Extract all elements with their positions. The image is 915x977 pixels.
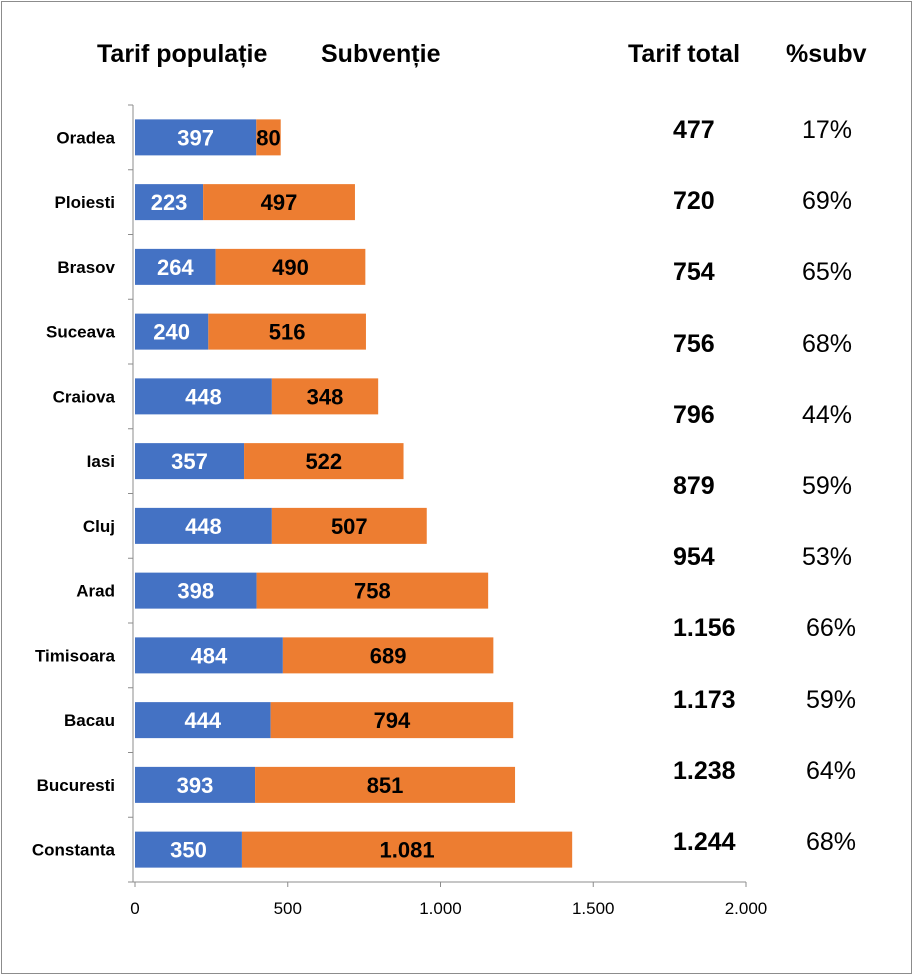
bar-segment-populatie <box>135 184 204 221</box>
x-tick-label: 1.000 <box>419 899 462 918</box>
bar-segment-subventie <box>282 637 494 674</box>
x-tick-label: 1.500 <box>572 899 615 918</box>
total-value: 477 <box>673 116 715 144</box>
pct-column-header: %subv <box>786 40 867 68</box>
total-value: 796 <box>673 400 715 429</box>
bar-segment-populatie <box>135 766 256 803</box>
category-label: Bacau <box>64 711 115 730</box>
category-label: Arad <box>76 582 115 601</box>
bar-segment-subventie <box>256 119 281 156</box>
bar-segment-populatie <box>135 313 209 350</box>
category-label: Brasov <box>57 258 115 277</box>
bar-segment-subventie <box>255 766 516 803</box>
data-label-subventie: 348 <box>307 384 344 409</box>
pct-subv-value: 17% <box>802 116 853 144</box>
total-value: 720 <box>673 187 715 216</box>
total-value: 1.156 <box>673 614 736 643</box>
pct-subv-value: 65% <box>802 258 853 287</box>
data-label-subventie: 689 <box>370 643 407 668</box>
bar-segment-subventie <box>203 184 355 221</box>
data-label-subventie: 758 <box>354 579 391 604</box>
legend-series2: Subvenție <box>321 40 441 68</box>
data-label-populatie: 240 <box>153 320 190 345</box>
data-label-populatie: 398 <box>177 579 214 604</box>
pct-subv-value: 59% <box>806 685 857 714</box>
pct-subv-value: 66% <box>806 614 857 643</box>
category-label: Iasi <box>87 452 115 471</box>
bar-segment-populatie <box>135 443 245 480</box>
data-label-subventie: 516 <box>269 320 306 345</box>
pct-subv-value: 69% <box>802 187 853 216</box>
x-tick-label: 0 <box>130 899 139 918</box>
data-label-subventie: 794 <box>374 708 411 733</box>
data-label-subventie: 497 <box>261 190 298 215</box>
data-label-subventie: 80 <box>256 125 280 150</box>
bar-segment-subventie <box>244 443 404 480</box>
legend-series1: Tarif populație <box>97 40 268 68</box>
data-label-populatie: 357 <box>171 449 208 474</box>
bar-segment-subventie <box>270 702 514 739</box>
data-label-populatie: 264 <box>157 255 194 280</box>
category-label: Oradea <box>56 128 115 147</box>
data-label-subventie: 522 <box>305 449 342 474</box>
data-label-populatie: 484 <box>191 643 228 668</box>
bar-segment-subventie <box>241 831 573 868</box>
data-label-subventie: 851 <box>367 773 404 798</box>
pct-subv-value: 64% <box>806 756 857 785</box>
total-value: 879 <box>673 472 715 500</box>
data-label-populatie: 397 <box>177 125 214 150</box>
data-label-subventie: 490 <box>272 255 309 280</box>
total-value: 1.238 <box>673 756 736 785</box>
category-label: Constanta <box>32 841 116 860</box>
total-value: 954 <box>673 543 715 572</box>
bar-segment-populatie <box>135 507 272 544</box>
total-column-header: Tarif total <box>628 40 741 68</box>
pct-subv-value: 53% <box>802 543 853 572</box>
x-tick-label: 2.000 <box>725 899 768 918</box>
data-label-subventie: 1.081 <box>380 838 435 863</box>
category-label: Cluj <box>83 517 115 536</box>
data-label-populatie: 223 <box>151 190 188 215</box>
bar-segment-populatie <box>135 119 257 156</box>
bar-segment-populatie <box>135 572 257 609</box>
category-label: Bucuresti <box>37 776 115 795</box>
category-label: Timisoara <box>35 646 116 665</box>
bar-segment-subventie <box>215 248 366 285</box>
total-value: 1.244 <box>673 828 736 856</box>
bar-segment-subventie <box>271 507 427 544</box>
bar-segment-populatie <box>135 378 272 415</box>
bar-segment-populatie <box>135 248 216 285</box>
bar-segment-populatie <box>135 637 283 674</box>
total-value: 1.173 <box>673 685 736 714</box>
bar-segment-subventie <box>208 313 366 350</box>
data-label-populatie: 444 <box>184 708 221 733</box>
data-label-populatie: 448 <box>185 384 222 409</box>
x-tick-label: 500 <box>274 899 302 918</box>
data-label-subventie: 507 <box>331 514 368 539</box>
data-label-populatie: 448 <box>185 514 222 539</box>
category-label: Suceava <box>46 323 116 342</box>
total-value: 756 <box>673 329 715 358</box>
total-value: 754 <box>673 258 715 287</box>
pct-subv-value: 44% <box>802 400 853 429</box>
pct-subv-value: 68% <box>806 828 857 856</box>
bar-segment-populatie <box>135 831 242 868</box>
category-label: Ploiesti <box>55 193 115 212</box>
pct-subv-value: 68% <box>802 329 853 358</box>
bar-segment-subventie <box>256 572 489 609</box>
data-label-populatie: 393 <box>177 773 214 798</box>
category-label: Craiova <box>53 387 116 406</box>
pct-subv-value: 59% <box>802 472 853 500</box>
data-label-populatie: 350 <box>170 838 207 863</box>
bar-segment-subventie <box>271 378 379 415</box>
bar-segment-populatie <box>135 702 271 739</box>
